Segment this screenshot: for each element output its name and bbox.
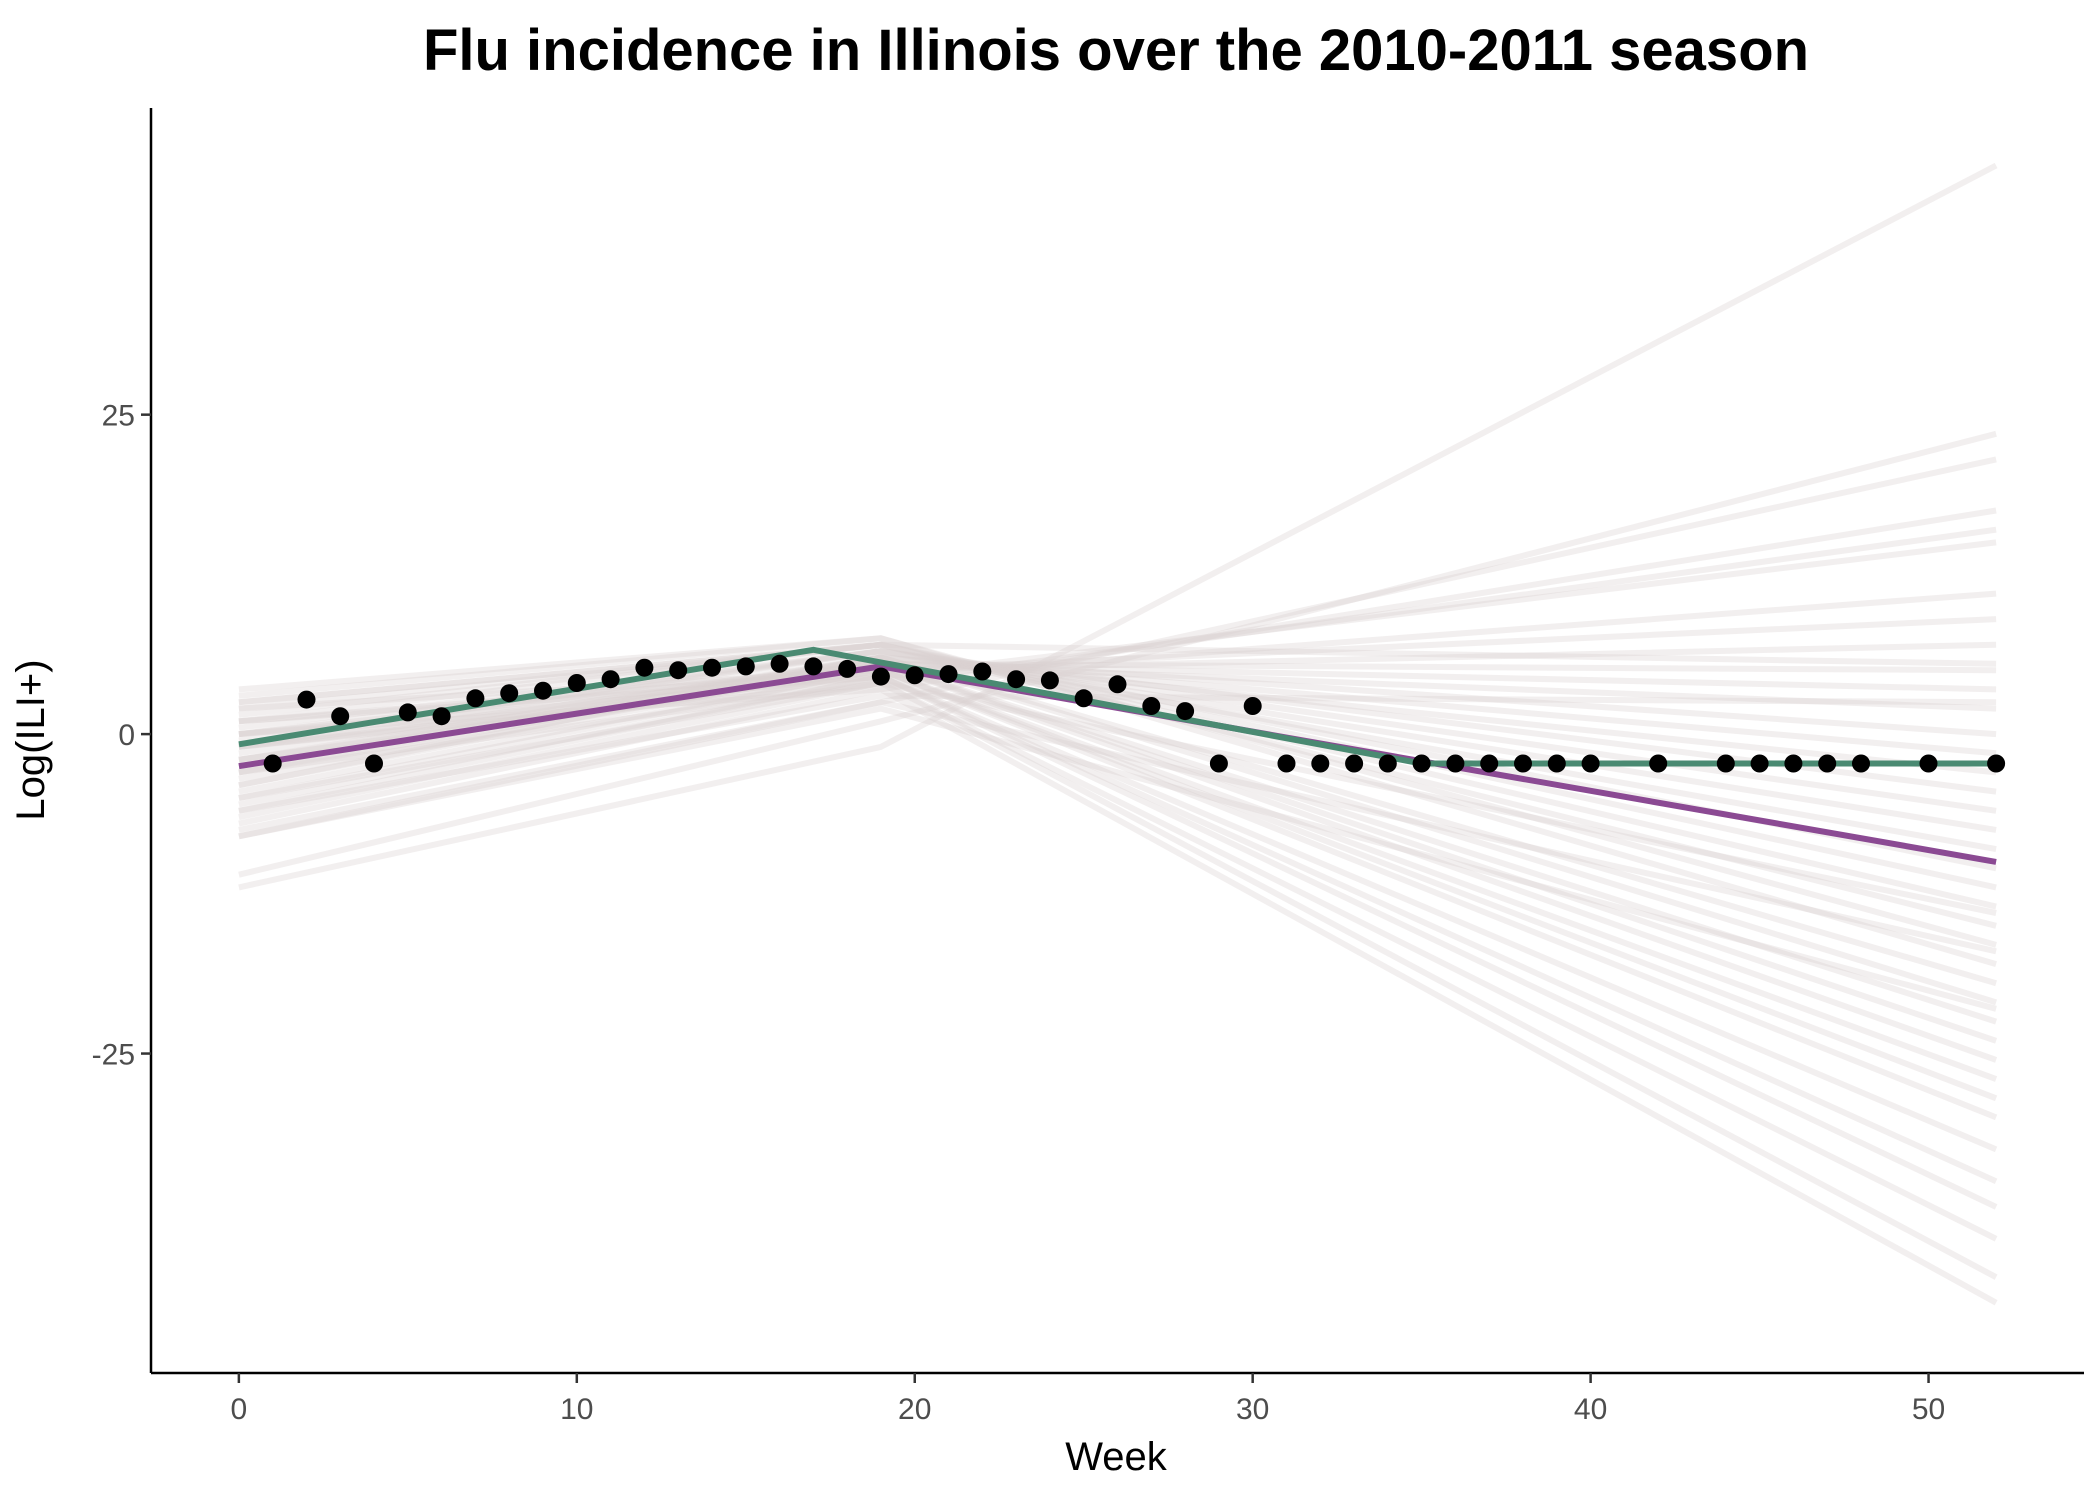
data-point-week-23 [1007, 670, 1026, 689]
data-point-week-24 [1040, 671, 1059, 690]
data-point-week-10 [567, 674, 586, 692]
sample-line-4 [238, 507, 1997, 827]
fit-line-green [238, 646, 1997, 767]
chart-title: Flu incidence in Illinois over the 2010-… [423, 18, 1809, 83]
data-point-week-21 [939, 665, 958, 684]
x-tick-label: 40 [1574, 1393, 1607, 1426]
data-point-week-44 [1716, 754, 1735, 773]
data-point-week-7 [466, 689, 485, 708]
sample-line-44 [238, 705, 1997, 1012]
data-point-week-9 [534, 681, 552, 700]
y-tick-label: 25 [102, 400, 135, 433]
data-point-week-39 [1547, 754, 1566, 773]
data-point-week-45 [1750, 754, 1769, 773]
data-point-week-17 [804, 657, 823, 676]
data-point-week-20 [905, 666, 924, 685]
x-tick-label: 0 [231, 1393, 248, 1426]
data-point-week-6 [432, 707, 451, 726]
sample-line-24 [238, 635, 1997, 948]
sample-line-16 [238, 648, 1997, 795]
x-tick-label: 20 [898, 1393, 931, 1426]
y-tick-label: 0 [118, 719, 135, 752]
sample-line-43 [238, 641, 1997, 706]
data-point-week-33 [1345, 754, 1364, 773]
x-axis-ticks: 0 10 20 30 40 50 [231, 1373, 1945, 1426]
posterior-sample-lines [238, 162, 1998, 1306]
data-point-week-36 [1446, 754, 1465, 773]
data-point-week-28 [1176, 702, 1195, 721]
data-point-week-12 [635, 658, 654, 677]
data-point-week-16 [770, 654, 789, 673]
data-point-week-29 [1209, 754, 1228, 773]
y-axis-ticks: -25 0 25 [92, 400, 151, 1072]
sample-line-3 [238, 456, 1997, 840]
data-point-week-52 [1987, 754, 2006, 773]
data-point-week-13 [669, 661, 688, 680]
sample-line-21 [238, 641, 1997, 891]
sample-line-39 [238, 686, 1998, 1306]
data-point-week-30 [1243, 697, 1262, 715]
data-point-week-4 [365, 754, 383, 773]
data-point-week-22 [973, 662, 992, 681]
x-tick-label: 50 [1912, 1393, 1945, 1426]
data-point-week-42 [1649, 754, 1668, 773]
data-point-week-1 [263, 754, 282, 773]
data-point-week-31 [1277, 754, 1296, 773]
data-point-week-2 [297, 690, 316, 709]
observed-points [263, 654, 2006, 773]
sample-line-40 [238, 692, 1997, 814]
data-point-week-11 [601, 670, 620, 689]
sample-line-26 [238, 654, 1997, 987]
x-tick-label: 10 [560, 1393, 593, 1426]
data-point-week-3 [331, 707, 350, 726]
sample-line-2 [238, 430, 1997, 878]
data-point-week-32 [1311, 754, 1330, 773]
sample-line-22 [238, 641, 1997, 910]
data-point-week-18 [838, 659, 857, 678]
sample-line-19 [238, 648, 1997, 853]
data-point-week-47 [1818, 754, 1837, 773]
sample-line-14 [238, 654, 1997, 763]
data-point-week-40 [1581, 754, 1600, 773]
fit-line-purple [238, 663, 1997, 865]
data-point-week-15 [736, 657, 755, 676]
data-point-week-5 [398, 703, 417, 722]
y-tick-label: -25 [92, 1039, 135, 1072]
sample-line-41 [238, 699, 1997, 955]
data-point-week-25 [1074, 689, 1093, 708]
data-point-week-48 [1852, 754, 1870, 773]
data-point-week-8 [500, 684, 519, 703]
data-point-week-35 [1412, 754, 1431, 773]
sample-line-25 [238, 635, 1997, 967]
fitted-lines [238, 646, 1997, 865]
sample-line-1 [238, 162, 1998, 891]
data-point-week-46 [1784, 754, 1803, 773]
data-point-week-27 [1142, 697, 1161, 715]
data-point-week-38 [1514, 754, 1532, 773]
sample-line-23 [238, 641, 1997, 929]
data-point-week-37 [1480, 754, 1499, 773]
x-tick-label: 30 [1236, 1393, 1269, 1426]
sample-line-15 [238, 654, 1997, 776]
data-point-week-34 [1378, 754, 1397, 773]
data-point-week-26 [1108, 675, 1127, 694]
y-axis-label: Log(ILI+) [9, 659, 53, 820]
data-point-week-19 [871, 667, 890, 686]
x-axis-label: Week [1065, 1435, 1168, 1479]
data-point-week-14 [703, 658, 721, 677]
data-point-week-50 [1919, 754, 1938, 773]
